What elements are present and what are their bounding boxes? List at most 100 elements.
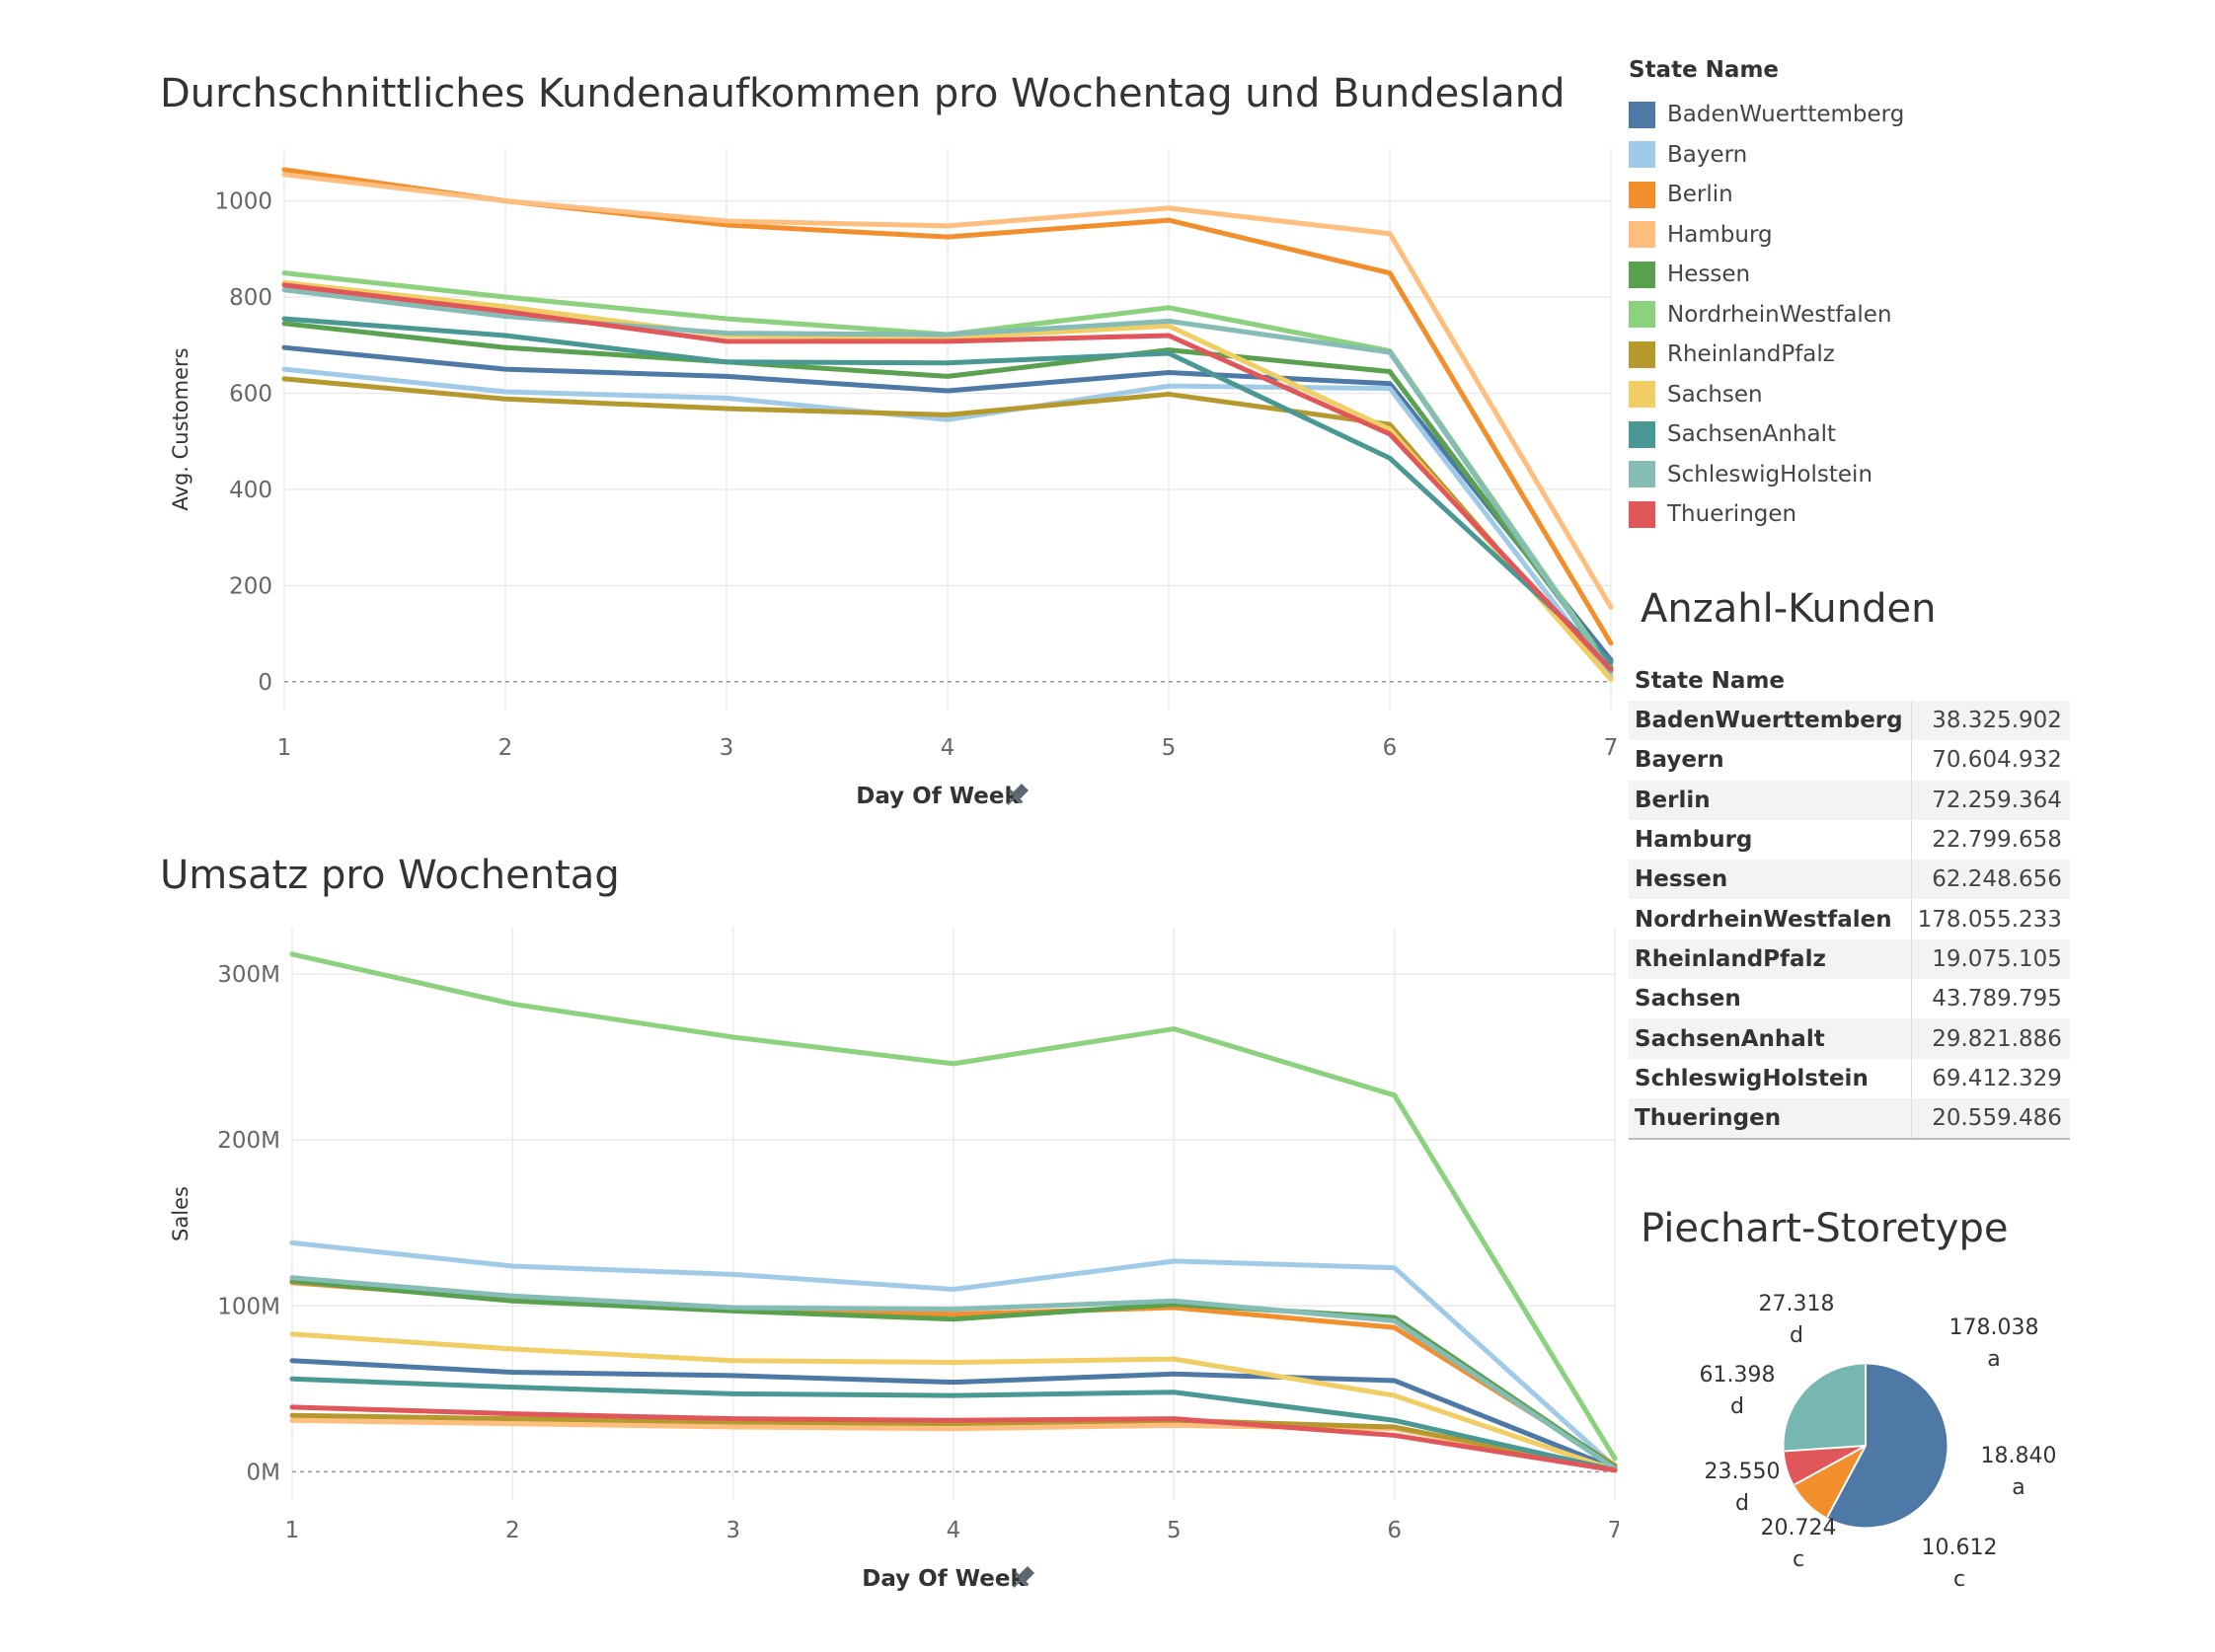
legend-item-bayern[interactable]: Bayern [1629,135,1904,176]
series-line-sachsenanhalt[interactable] [281,316,1614,665]
pin-icon[interactable] [1007,1563,1036,1593]
legend-item-sachsenanhalt[interactable]: SachsenAnhalt [1629,414,1904,455]
chart-plot-area: 1 2 3 4 5 6 7 0 200 400 600 800 1000 [214,148,1618,761]
series-line-rheinlandpfalz[interactable] [289,1412,1618,1473]
pie-slice-value-label: 23.550 [1705,1460,1781,1484]
storetype-pie-chart[interactable]: 178.038 a 18.840 a 10.612 c 20.724 c 23.550 d 61.3… [1639,1273,2093,1609]
x-axis-title: Day Of Week [856,784,1020,809]
legend-item-sachsen[interactable]: Sachsen [1629,375,1904,415]
pie-slice-value-label: 27.318 [1759,1292,1835,1316]
y-tick-label: 200 [229,573,272,599]
x-tick-label: 7 [1604,735,1619,761]
table-header-value [1911,661,2070,701]
legend-item-schleswigholstein[interactable]: SchleswigHolstein [1629,455,1904,495]
y-tick-label: 600 [229,381,272,407]
pie-slice-category-label: d [1735,1491,1749,1516]
series-line-sachsen[interactable] [281,279,1614,682]
table-cell-value: 29.821.886 [1910,1018,2070,1059]
series-line-nordrheinwestfalen[interactable] [289,951,1618,1462]
x-tick-label: 1 [277,735,292,761]
pie-slice[interactable] [1853,1364,1948,1528]
series-line-bayern[interactable] [281,366,1614,680]
y-tick-label: 200M [217,1128,280,1154]
legend-item-hessen[interactable]: Hessen [1629,255,1904,295]
table-cell-value: 22.799.658 [1910,819,2070,861]
y-tick-label: 800 [229,285,272,311]
y-tick-label: 300M [217,962,280,988]
pie-slice-value-label: 20.724 [1761,1516,1837,1540]
table-row: Bayern 70.604.932 [1629,740,2070,781]
table-cell-value: 62.248.656 [1910,860,2070,900]
pin-icon[interactable] [1001,781,1031,810]
series-line-rheinlandpfalz[interactable] [281,376,1614,682]
table-cell-value: 43.789.795 [1910,979,2070,1019]
table-row: Thueringen 20.559.486 [1629,1097,2070,1141]
pie-separator [1785,1445,1867,1453]
series-line-hessen[interactable] [281,321,1614,670]
table-row: SachsenAnhalt 29.821.886 [1629,1018,2070,1059]
series-line-bayern[interactable] [289,1239,1618,1469]
x-axis-title: Day Of Week [862,1566,1026,1592]
legend-item-nordrheinwestfalen[interactable]: NordrheinWestfalen [1629,295,1904,336]
series-line-hamburg[interactable] [281,172,1614,610]
series-line-schleswigholstein[interactable] [281,287,1614,675]
legend-item-badenwuerttemberg[interactable]: BadenWuerttemberg [1629,95,1904,135]
legend-swatch [1629,181,1655,208]
legend-swatch [1629,500,1655,528]
series-line-badenwuerttemberg[interactable] [281,344,1614,663]
table-cell-state: Hamburg [1635,827,1753,854]
series-line-thueringen[interactable] [281,282,1614,673]
pie-slice-category-label: c [1793,1547,1804,1572]
table-title: Anzahl-Kunden [1641,586,1937,632]
table-row: Sachsen 43.789.795 [1629,979,2070,1019]
legend-item-thueringen[interactable]: Thueringen [1629,494,1904,535]
chart-plot-area: 1 2 3 4 5 6 7 0M 100M 200M 300M [217,928,1619,1543]
y-tick-label: 100M [217,1294,280,1319]
legend-label: RheinlandPfalz [1667,341,1835,368]
series-line-thueringen[interactable] [289,1404,1618,1473]
legend-item-hamburg[interactable]: Hamburg [1629,215,1904,256]
table-header-row: State Name [1629,661,2070,701]
table-header-state-name: State Name [1635,668,1786,694]
table-cell-state: Sachsen [1635,986,1741,1013]
pie-slice[interactable] [1784,1374,1867,1452]
table-cell-state: Thueringen [1629,1097,1912,1141]
series-line-hessen[interactable] [289,1278,1618,1469]
legend-label: SchleswigHolstein [1667,461,1873,488]
customers-line-chart[interactable]: 1 2 3 4 5 6 7 0 200 400 600 800 1000 Day Of Week Avg. … [0,118,1619,947]
series-line-badenwuerttemberg[interactable] [289,1358,1618,1471]
legend-swatch [1629,301,1655,329]
table-cell-value: 19.075.105 [1910,939,2070,980]
series-line-sachsen[interactable] [289,1331,1618,1473]
table-cell-state: SachsenAnhalt [1629,1018,1912,1059]
pie-slice-category-label: c [1953,1567,1965,1592]
legend-swatch [1629,261,1655,288]
sales-line-chart[interactable]: 1 2 3 4 5 6 7 0M 100M 200M 300M Day Of Week Sales [0,898,1619,1648]
table-row: Berlin 72.259.364 [1629,780,2070,820]
legend-title: State Name [1629,57,1780,83]
series-line-schleswigholstein[interactable] [289,1275,1618,1471]
pie-slice-category-label: d [1730,1394,1744,1419]
legend-swatch [1629,141,1655,169]
table-row: NordrheinWestfalen 178.055.233 [1629,899,2070,939]
series-line-sachsenanhalt[interactable] [289,1376,1618,1473]
legend-swatch [1629,340,1655,368]
x-tick-label: 1 [285,1518,300,1543]
table-row: RheinlandPfalz 19.075.105 [1629,939,2070,980]
legend-item-berlin[interactable]: Berlin [1629,175,1904,215]
legend-item-rheinlandpfalz[interactable]: RheinlandPfalz [1629,335,1904,375]
table-cell-value: 70.604.932 [1910,740,2070,781]
table-cell-state: Hessen [1629,860,1912,900]
y-axis-title: Avg. Customers [169,347,192,510]
x-tick-label: 4 [941,735,955,761]
pie-separator [1794,1445,1867,1486]
x-tick-label: 4 [947,1518,961,1543]
x-tick-label: 6 [1383,735,1398,761]
state-legend[interactable]: State Name BadenWuerttemberg Bayern Berlin… [1629,57,1904,535]
legend-label: SachsenAnhalt [1667,421,1837,448]
legend-label: Thueringen [1667,501,1797,528]
customer-count-table: State Name BadenWuerttemberg 38.325.902 Ba… [1629,661,2070,1141]
x-tick-label: 7 [1608,1518,1619,1543]
x-tick-label: 6 [1387,1518,1402,1543]
legend-label: Berlin [1667,182,1733,208]
